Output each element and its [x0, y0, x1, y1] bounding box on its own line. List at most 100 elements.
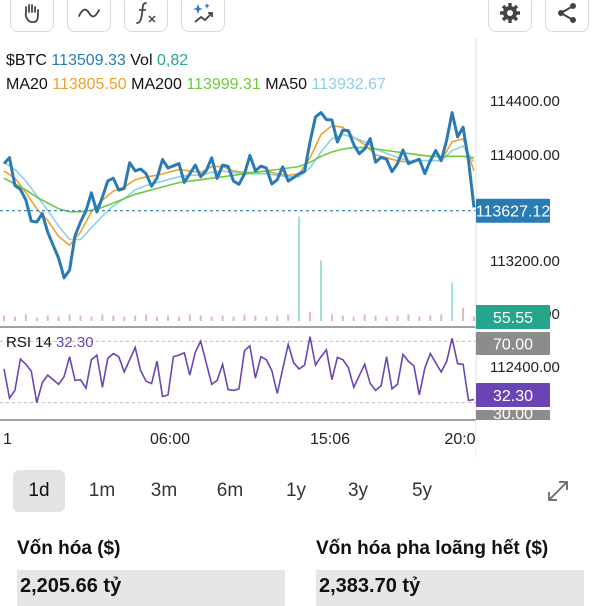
volume-bar — [330, 314, 333, 321]
rsi-30-tag: 30.00 — [493, 406, 533, 423]
timeframe-1y[interactable]: 1y — [285, 480, 307, 501]
y-axis-tick: 112400.00 — [490, 359, 560, 376]
timeframe-3m[interactable]: 3m — [150, 480, 178, 501]
volume-bar — [407, 314, 410, 321]
expand-chart-button[interactable] — [545, 478, 571, 509]
volume-bar — [156, 316, 159, 321]
rsi-value-tag: 32.30 — [493, 388, 533, 405]
line-draw-button[interactable] — [67, 0, 111, 32]
rsi-legend-value: 32.30 — [56, 334, 94, 351]
gear-icon — [498, 1, 522, 25]
price-tag-bg — [476, 198, 550, 223]
chart-canvas: 114400.00114000.00113200.00112400.001128… — [0, 38, 600, 458]
timeframe-selector: 1d 1m 3m 6m 1y 3y 5y — [0, 466, 600, 520]
hand-pan-button[interactable] — [10, 0, 54, 32]
legend-symbol: $BTC — [6, 52, 47, 69]
volume-bar — [24, 314, 27, 321]
volume-bar — [90, 316, 93, 321]
x-axis-tick: 20:0 — [444, 431, 475, 448]
rsi-70-tag: 70.00 — [493, 337, 533, 354]
volume-bar — [418, 316, 421, 321]
hand-pan-icon — [20, 1, 44, 25]
volume-bar — [112, 315, 115, 321]
market-cap-label: Vốn hóa ($) — [17, 538, 121, 559]
line-ma50 — [3, 133, 475, 241]
volume-bar — [57, 316, 60, 321]
legend-price-row: $BTC 113509.33 Vol 0,82 — [6, 52, 188, 70]
expand-arrows-icon — [545, 481, 571, 508]
fdv-stat: Vốn hóa pha loãng hết ($) 2,383.70 tỷ — [316, 538, 584, 606]
volume-bar — [385, 316, 388, 321]
function-icon — [133, 0, 159, 26]
volume-bar — [276, 315, 279, 321]
volume-bar — [177, 316, 180, 321]
timeframe-5y[interactable]: 5y — [411, 480, 433, 501]
fdv-value: 2,383.70 tỷ — [316, 570, 584, 606]
timeframe-3y[interactable]: 3y — [347, 480, 369, 501]
volume-bar — [134, 315, 137, 321]
legend-ma50-value: 113932.67 — [311, 76, 386, 93]
volume-tag-bg — [476, 305, 550, 329]
line-rsi — [3, 336, 475, 403]
timeframe-1m[interactable]: 1m — [88, 480, 116, 501]
volume-bar — [79, 315, 82, 321]
volume-bar — [166, 315, 169, 321]
volume-bar — [473, 316, 475, 321]
volume-bar — [298, 216, 301, 321]
legend-vol-value: 0,82 — [156, 52, 189, 69]
volume-bar — [451, 282, 454, 321]
share-button[interactable] — [545, 0, 589, 32]
sparkle-chart-button[interactable] — [181, 0, 225, 32]
volume-bar — [3, 315, 5, 321]
volume-bar — [429, 315, 432, 321]
line-draw-icon — [76, 2, 102, 24]
volume-bar — [35, 317, 38, 321]
x-axis-tick: 15:06 — [310, 431, 350, 448]
y-axis-tick: 114400.00 — [490, 93, 560, 110]
legend-ma200-value: 113999.31 — [186, 76, 261, 93]
legend-ma-row: MA20 113805.50 MA200 113999.31 MA50 1139… — [6, 76, 386, 94]
rsi-70-tag-bg — [476, 332, 550, 355]
volume-tag: 55.55 — [493, 310, 533, 327]
function-button[interactable] — [124, 0, 168, 32]
chart-toolbar — [0, 0, 600, 38]
y-axis-tick: 113200.00 — [490, 253, 560, 270]
legend-vol-label: Vol — [130, 52, 153, 69]
volume-bar — [287, 314, 290, 321]
volume-bar — [13, 316, 16, 321]
volume-bar — [341, 315, 344, 321]
rsi-30-tag-bg — [476, 410, 550, 420]
volume-bar — [254, 315, 257, 321]
y-axis-tick: 114000.00 — [490, 147, 560, 164]
timeframe-1d[interactable]: 1d — [13, 470, 65, 512]
volume-bar — [363, 314, 366, 321]
settings-button[interactable] — [488, 0, 532, 32]
line-ma200 — [3, 146, 475, 213]
volume-bar — [374, 315, 377, 321]
line-ma20 — [3, 124, 475, 247]
volume-bar — [188, 314, 191, 321]
volume-bar — [396, 315, 399, 321]
volume-bar — [46, 315, 49, 321]
volume-bar — [68, 314, 71, 321]
legend-ma50-label: MA50 — [265, 76, 308, 93]
volume-bar — [145, 314, 148, 321]
price-tag: 113627.12 — [476, 204, 551, 221]
legend-ma20-label: MA20 — [6, 76, 48, 93]
x-axis-tick: 1 — [3, 431, 12, 448]
timeframe-6m[interactable]: 6m — [216, 480, 244, 501]
volume-bar — [462, 307, 465, 321]
legend-price: 113509.33 — [51, 52, 126, 69]
volume-bar — [221, 315, 224, 321]
price-chart[interactable]: 114400.00114000.00113200.00112400.001128… — [0, 38, 600, 458]
volume-bar — [232, 316, 235, 321]
rsi-legend-label: RSI 14 — [6, 334, 52, 351]
volume-bar — [243, 314, 246, 321]
legend-ma20-value: 113805.50 — [52, 76, 127, 93]
volume-bar — [352, 316, 355, 321]
share-icon — [555, 1, 579, 25]
line-price — [2, 111, 476, 280]
rsi-value-tag-bg — [476, 383, 550, 407]
volume-bar — [440, 314, 443, 321]
volume-bar — [123, 316, 126, 321]
